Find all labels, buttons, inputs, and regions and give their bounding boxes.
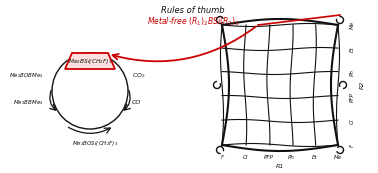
Text: Metal-free $(R_1)_2BSi(R_2)_3$: Metal-free $(R_1)_2BSi(R_2)_3$	[147, 15, 239, 28]
Text: Et: Et	[312, 155, 318, 160]
Text: F: F	[350, 143, 355, 147]
Text: Et: Et	[350, 46, 355, 52]
Text: PFP: PFP	[350, 92, 355, 102]
Text: Me$_2$BSi(CH$_2$F)$_3$: Me$_2$BSi(CH$_2$F)$_3$	[68, 57, 112, 66]
Text: CO$_2$: CO$_2$	[132, 72, 146, 80]
Text: R1: R1	[276, 164, 284, 169]
Text: Me$_2$BBMe$_2$: Me$_2$BBMe$_2$	[13, 99, 44, 107]
Text: Me: Me	[334, 155, 342, 160]
Text: Ph: Ph	[350, 70, 355, 76]
Text: Cl: Cl	[243, 155, 248, 160]
Text: F: F	[220, 155, 223, 160]
Text: R2: R2	[360, 81, 365, 89]
Polygon shape	[65, 53, 115, 69]
Text: CO: CO	[132, 101, 141, 106]
Text: PFP: PFP	[263, 155, 273, 160]
Text: Rules of thumb: Rules of thumb	[161, 6, 225, 15]
Text: Ph: Ph	[288, 155, 295, 160]
Text: Me$_2$BOBMe$_2$: Me$_2$BOBMe$_2$	[9, 72, 44, 80]
Text: Cl: Cl	[350, 118, 355, 124]
Text: Me$_2$BOSi(CH$_2$F)$_3$: Me$_2$BOSi(CH$_2$F)$_3$	[72, 139, 118, 148]
Text: Me: Me	[350, 21, 355, 29]
